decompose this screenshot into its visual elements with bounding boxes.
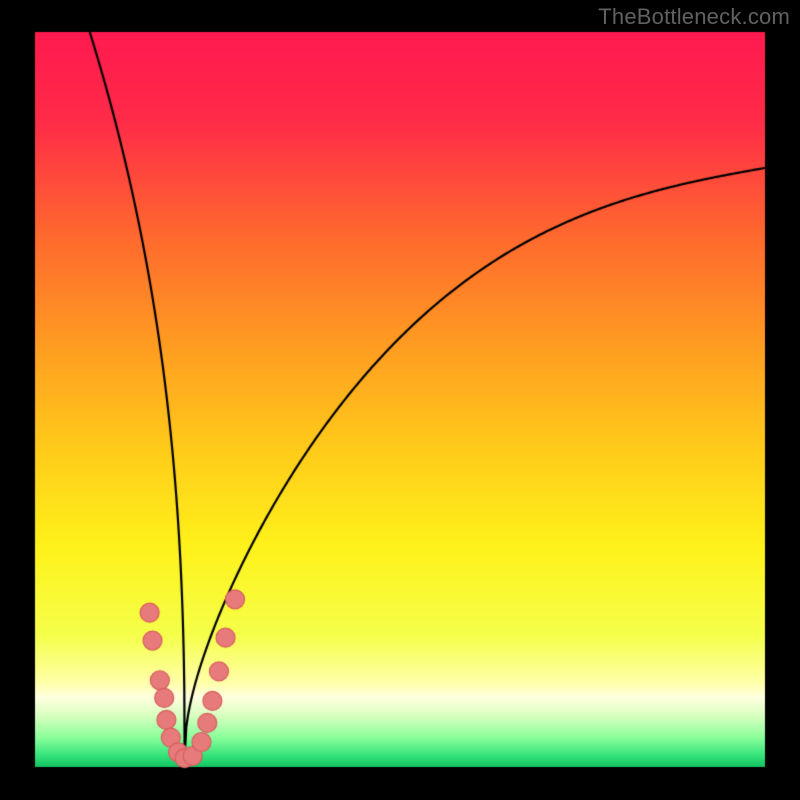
watermark-text: TheBottleneck.com — [598, 4, 790, 30]
chart-stage: TheBottleneck.com — [0, 0, 800, 800]
chart-canvas — [0, 0, 800, 800]
